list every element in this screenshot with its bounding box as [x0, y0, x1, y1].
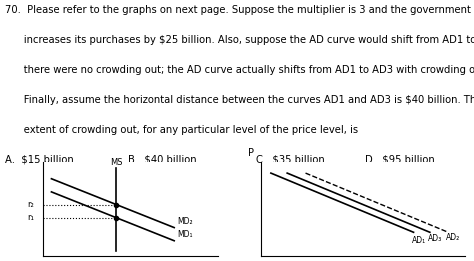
Text: 70.  Please refer to the graphs on next page. Suppose the multiplier is 3 and th: 70. Please refer to the graphs on next p… — [5, 5, 471, 15]
Text: AD₁: AD₁ — [411, 236, 426, 245]
Text: MD₁: MD₁ — [178, 230, 193, 239]
Text: C.  $35 billion.: C. $35 billion. — [256, 155, 328, 164]
Text: increases its purchases by $25 billion. Also, suppose the AD curve would shift f: increases its purchases by $25 billion. … — [5, 35, 474, 45]
Text: Finally, assume the horizontal distance between the curves AD1 and AD3 is $40 bi: Finally, assume the horizontal distance … — [5, 95, 474, 105]
Text: B.  $40 billion.: B. $40 billion. — [128, 155, 200, 164]
Text: r₁: r₁ — [27, 213, 34, 222]
Text: MS: MS — [110, 158, 123, 167]
Text: Y: Y — [473, 256, 474, 261]
Text: P: P — [247, 148, 254, 158]
Text: there were no crowding out; the AD curve actually shifts from AD1 to AD3 with cr: there were no crowding out; the AD curve… — [5, 65, 474, 75]
Text: A.  $15 billion.: A. $15 billion. — [5, 155, 77, 164]
Text: extent of crowding out, for any particular level of the price level, is: extent of crowding out, for any particul… — [5, 124, 358, 135]
Text: r₂: r₂ — [27, 200, 34, 209]
Text: MD₂: MD₂ — [178, 217, 193, 226]
Text: AD₂: AD₂ — [446, 233, 460, 242]
Text: D.  $95 billion.: D. $95 billion. — [365, 155, 438, 164]
Text: AD₃: AD₃ — [428, 234, 442, 243]
